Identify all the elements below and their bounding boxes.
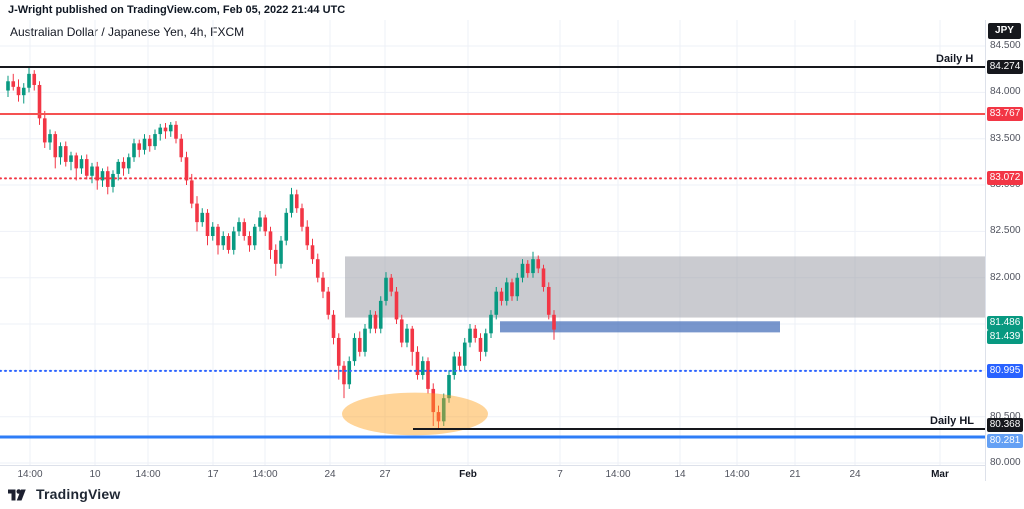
currency-badge: JPY: [988, 23, 1021, 39]
price-tick: 82.500: [990, 225, 1021, 237]
time-label: 14:00: [605, 469, 631, 480]
time-label: 7: [557, 469, 563, 480]
price-badge: 83.072: [987, 171, 1023, 186]
price-tick: 83.500: [990, 132, 1021, 144]
time-label: 14:00: [724, 469, 750, 480]
price-badge: 80.281: [987, 434, 1023, 448]
price-badge: 80.995: [987, 363, 1023, 378]
tradingview-brand[interactable]: TradingView: [36, 486, 121, 502]
time-label: 24: [849, 469, 861, 480]
price-tick: 80.500: [990, 410, 1021, 422]
price-tick: 82.000: [990, 271, 1021, 283]
price-badge: 83.767: [987, 106, 1023, 121]
time-label: 14:00: [17, 469, 43, 480]
time-label: 14:00: [135, 469, 161, 480]
price-tick: 80.000: [990, 457, 1021, 469]
symbol-title[interactable]: Australian Dollar / Japanese Yen, 4h, FX…: [10, 25, 245, 39]
level-label: Daily HL: [930, 415, 974, 427]
time-label: 10: [89, 469, 101, 480]
level-label: Daily H: [936, 53, 973, 65]
price-badge: 81.439: [987, 329, 1023, 344]
price-tick: 84.500: [990, 40, 1021, 52]
price-badge: 81.486: [987, 316, 1023, 331]
time-label: 14: [674, 469, 686, 480]
time-label: 24: [324, 469, 336, 480]
price-tick: 84.000: [990, 86, 1021, 98]
time-label: 21: [789, 469, 801, 480]
time-label: 27: [379, 469, 391, 480]
time-axis[interactable]: 14:00 10 14:00 17 14:00 24 27 Feb 7 14:00 14 14:00 2…: [0, 465, 985, 483]
time-label: 14:00: [252, 469, 278, 480]
price-badge: 84.274: [987, 60, 1023, 74]
time-label: Mar: [931, 469, 949, 480]
footer: TradingView: [8, 486, 120, 502]
time-label: Feb: [459, 469, 477, 480]
attribution-text: J-Wright published on TradingView.com, F…: [8, 4, 346, 16]
price-axis[interactable]: JPY 84.50084.00083.50083.00082.50082.000…: [985, 20, 1024, 481]
time-label: 17: [207, 469, 219, 480]
price-badge: 80.368: [987, 417, 1023, 432]
tradingview-logo-icon[interactable]: [8, 487, 30, 502]
